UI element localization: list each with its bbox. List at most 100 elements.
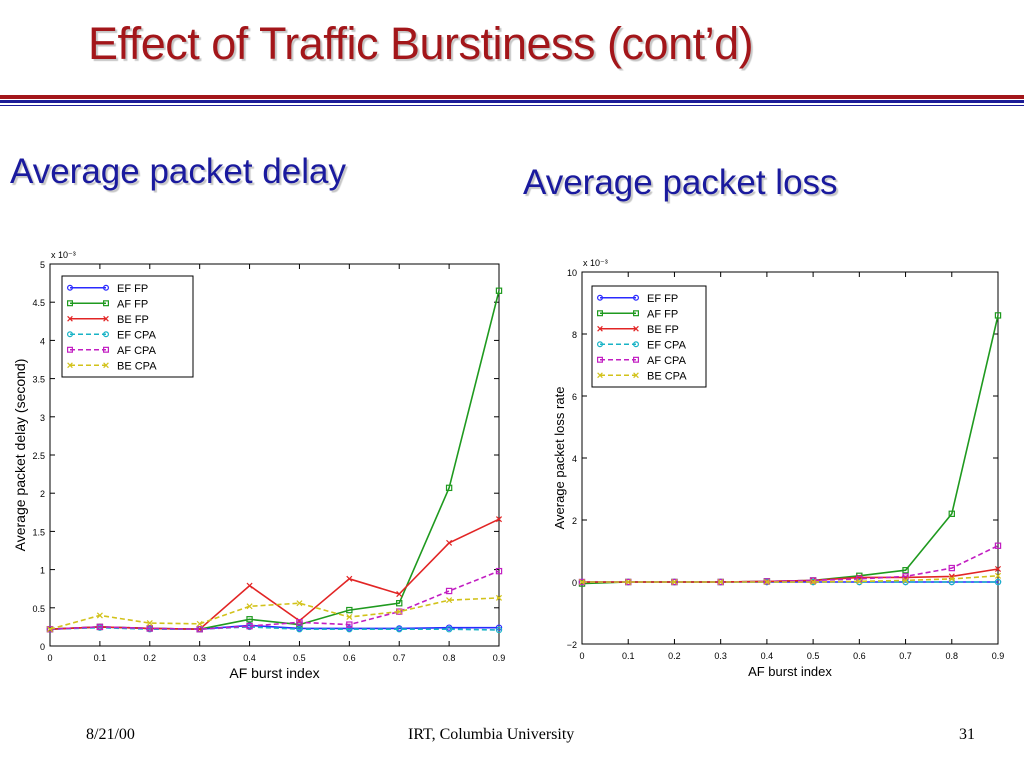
- data-point-ef-cpa: [495, 626, 503, 634]
- data-point-af-cpa: [495, 567, 503, 575]
- x-tick-label: 0.6: [853, 651, 866, 661]
- data-point-be-cpa: [671, 578, 678, 586]
- series-be-cpa: [578, 572, 1002, 586]
- x-axis-label: AF burst index: [229, 665, 319, 681]
- x-tick-label: 0.2: [668, 651, 681, 661]
- legend-label-ef-cpa: EF CPA: [117, 329, 157, 341]
- legend-label-af-fp: AF FP: [117, 298, 148, 310]
- delay-chart-panel: 0 0.1 0.2 0.3 0.4 0.5 0.6 0.7 0.8 0.9 0 0.5 1 1.5 2 2.5…: [5, 232, 510, 687]
- legend-label-af-cpa: AF CPA: [117, 345, 157, 357]
- legend: EF FP AF FP BE FP EF CPA AF CPA BE CPA: [591, 285, 707, 388]
- data-point-af-fp: [445, 484, 453, 492]
- data-point-af-cpa: [146, 625, 153, 632]
- y-tick-label: 0: [40, 642, 45, 652]
- y-tick-label: 8: [572, 330, 577, 340]
- legend-marker-be-fp: [597, 325, 603, 332]
- legend-marker-ef-fp: [632, 294, 639, 301]
- data-point-be-fp: [346, 575, 353, 582]
- x-tick-label: 0.6: [343, 653, 356, 663]
- data-point-af-cpa: [445, 587, 453, 595]
- legend-label-af-cpa: AF CPA: [647, 355, 687, 367]
- y-tick-label: 6: [572, 392, 577, 402]
- series-line-af-cpa: [582, 544, 999, 583]
- data-point-af-fp: [246, 616, 253, 623]
- legend-marker-af-fp: [632, 310, 639, 317]
- x-tick-label: 0.1: [94, 653, 107, 663]
- legend: EF FP AF FP BE FP EF CPA AF CPA BE CPA: [61, 275, 194, 378]
- y-tick-label: 3.5: [32, 375, 45, 385]
- x-tick-label: 0.5: [293, 653, 306, 663]
- y-tick-label: 2: [572, 516, 577, 526]
- legend-label-ef-cpa: EF CPA: [647, 339, 687, 351]
- y-multiplier-label: x 10⁻³: [51, 250, 76, 260]
- data-point-be-cpa: [856, 578, 863, 585]
- title-rule-blue: [0, 100, 1024, 103]
- x-tick-label: 0.1: [622, 651, 635, 661]
- y-tick-label: 4.5: [32, 298, 45, 308]
- legend-marker-be-cpa: [103, 362, 109, 369]
- data-point-af-cpa: [994, 542, 1002, 549]
- x-tick-label: 0.7: [899, 651, 912, 661]
- legend-box: [61, 275, 194, 378]
- loss-chart-panel: 0 0.1 0.2 0.3 0.4 0.5 0.6 0.7 0.8 0.9 −2 0 2 4 6 8 10 x 1…: [546, 252, 1014, 680]
- data-point-af-cpa: [196, 625, 203, 633]
- legend-marker-be-cpa: [633, 372, 639, 379]
- legend-marker-ef-cpa: [66, 331, 73, 338]
- data-point-be-cpa: [246, 603, 253, 610]
- y-tick-label: 2.5: [32, 451, 45, 461]
- legend-label-be-fp: BE FP: [647, 324, 679, 336]
- y-tick-label: 3: [40, 413, 45, 423]
- series-line-af-cpa: [49, 570, 500, 631]
- y-tick-label: 4: [572, 454, 577, 464]
- data-point-be-fp: [994, 565, 1002, 573]
- data-point-af-cpa: [246, 622, 253, 630]
- legend-label-af-fp: AF FP: [647, 308, 678, 320]
- legend-marker-ef-cpa: [102, 331, 109, 338]
- y-tick-label: 5: [40, 260, 45, 270]
- slide-title: Effect of Traffic Burstiness (cont’d): [88, 18, 754, 69]
- data-point-be-fp: [396, 591, 403, 598]
- legend-marker-be-fp: [67, 315, 73, 322]
- x-tick-label: 0.7: [393, 653, 406, 663]
- data-point-be-cpa: [396, 608, 403, 615]
- x-tick-label: 0.3: [193, 653, 206, 663]
- data-point-be-fp: [446, 539, 453, 546]
- data-point-be-cpa: [196, 620, 203, 627]
- y-multiplier-label: x 10⁻³: [583, 258, 608, 268]
- data-point-af-cpa: [96, 623, 104, 631]
- data-point-ef-fp: [495, 624, 503, 631]
- data-point-be-cpa: [994, 572, 1002, 579]
- data-point-ef-cpa: [346, 625, 353, 633]
- data-point-af-fp: [396, 600, 403, 607]
- y-axis-label: Average packet loss rate: [552, 387, 567, 530]
- data-point-af-cpa: [346, 621, 353, 628]
- legend-marker-ef-cpa: [632, 341, 639, 348]
- data-point-be-cpa: [578, 578, 586, 586]
- legend-marker-ef-fp: [596, 294, 603, 301]
- y-tick-label: 1: [40, 566, 45, 576]
- legend-box: [591, 285, 707, 388]
- delay-chart: 0 0.1 0.2 0.3 0.4 0.5 0.6 0.7 0.8 0.9 0 0.5 1 1.5 2 2.5…: [12, 250, 505, 681]
- legend-marker-af-cpa: [596, 356, 603, 363]
- legend-marker-af-fp: [596, 310, 603, 317]
- legend-label-be-cpa: BE CPA: [647, 370, 687, 382]
- y-tick-label: 0.5: [32, 604, 45, 614]
- data-point-be-cpa: [495, 594, 503, 601]
- data-point-ef-cpa: [994, 578, 1002, 586]
- x-tick-label: 0.9: [992, 651, 1005, 661]
- legend-marker-af-fp: [66, 300, 73, 307]
- legend-marker-ef-fp: [102, 284, 109, 291]
- legend-marker-af-fp: [102, 300, 109, 307]
- data-point-be-cpa: [96, 612, 103, 619]
- footer-organization: IRT, Columbia University: [408, 726, 575, 743]
- footer-page-number: 31: [959, 726, 975, 743]
- data-point-be-cpa: [763, 578, 770, 586]
- x-tick-label: 0.4: [761, 651, 774, 661]
- legend-marker-af-cpa: [102, 346, 109, 353]
- footer-date: 8/21/00: [86, 726, 135, 743]
- x-tick-label: 0: [47, 653, 52, 663]
- legend-label-be-cpa: BE CPA: [117, 360, 157, 372]
- title-rule-red: [0, 95, 1024, 99]
- y-tick-label: 10: [567, 268, 577, 278]
